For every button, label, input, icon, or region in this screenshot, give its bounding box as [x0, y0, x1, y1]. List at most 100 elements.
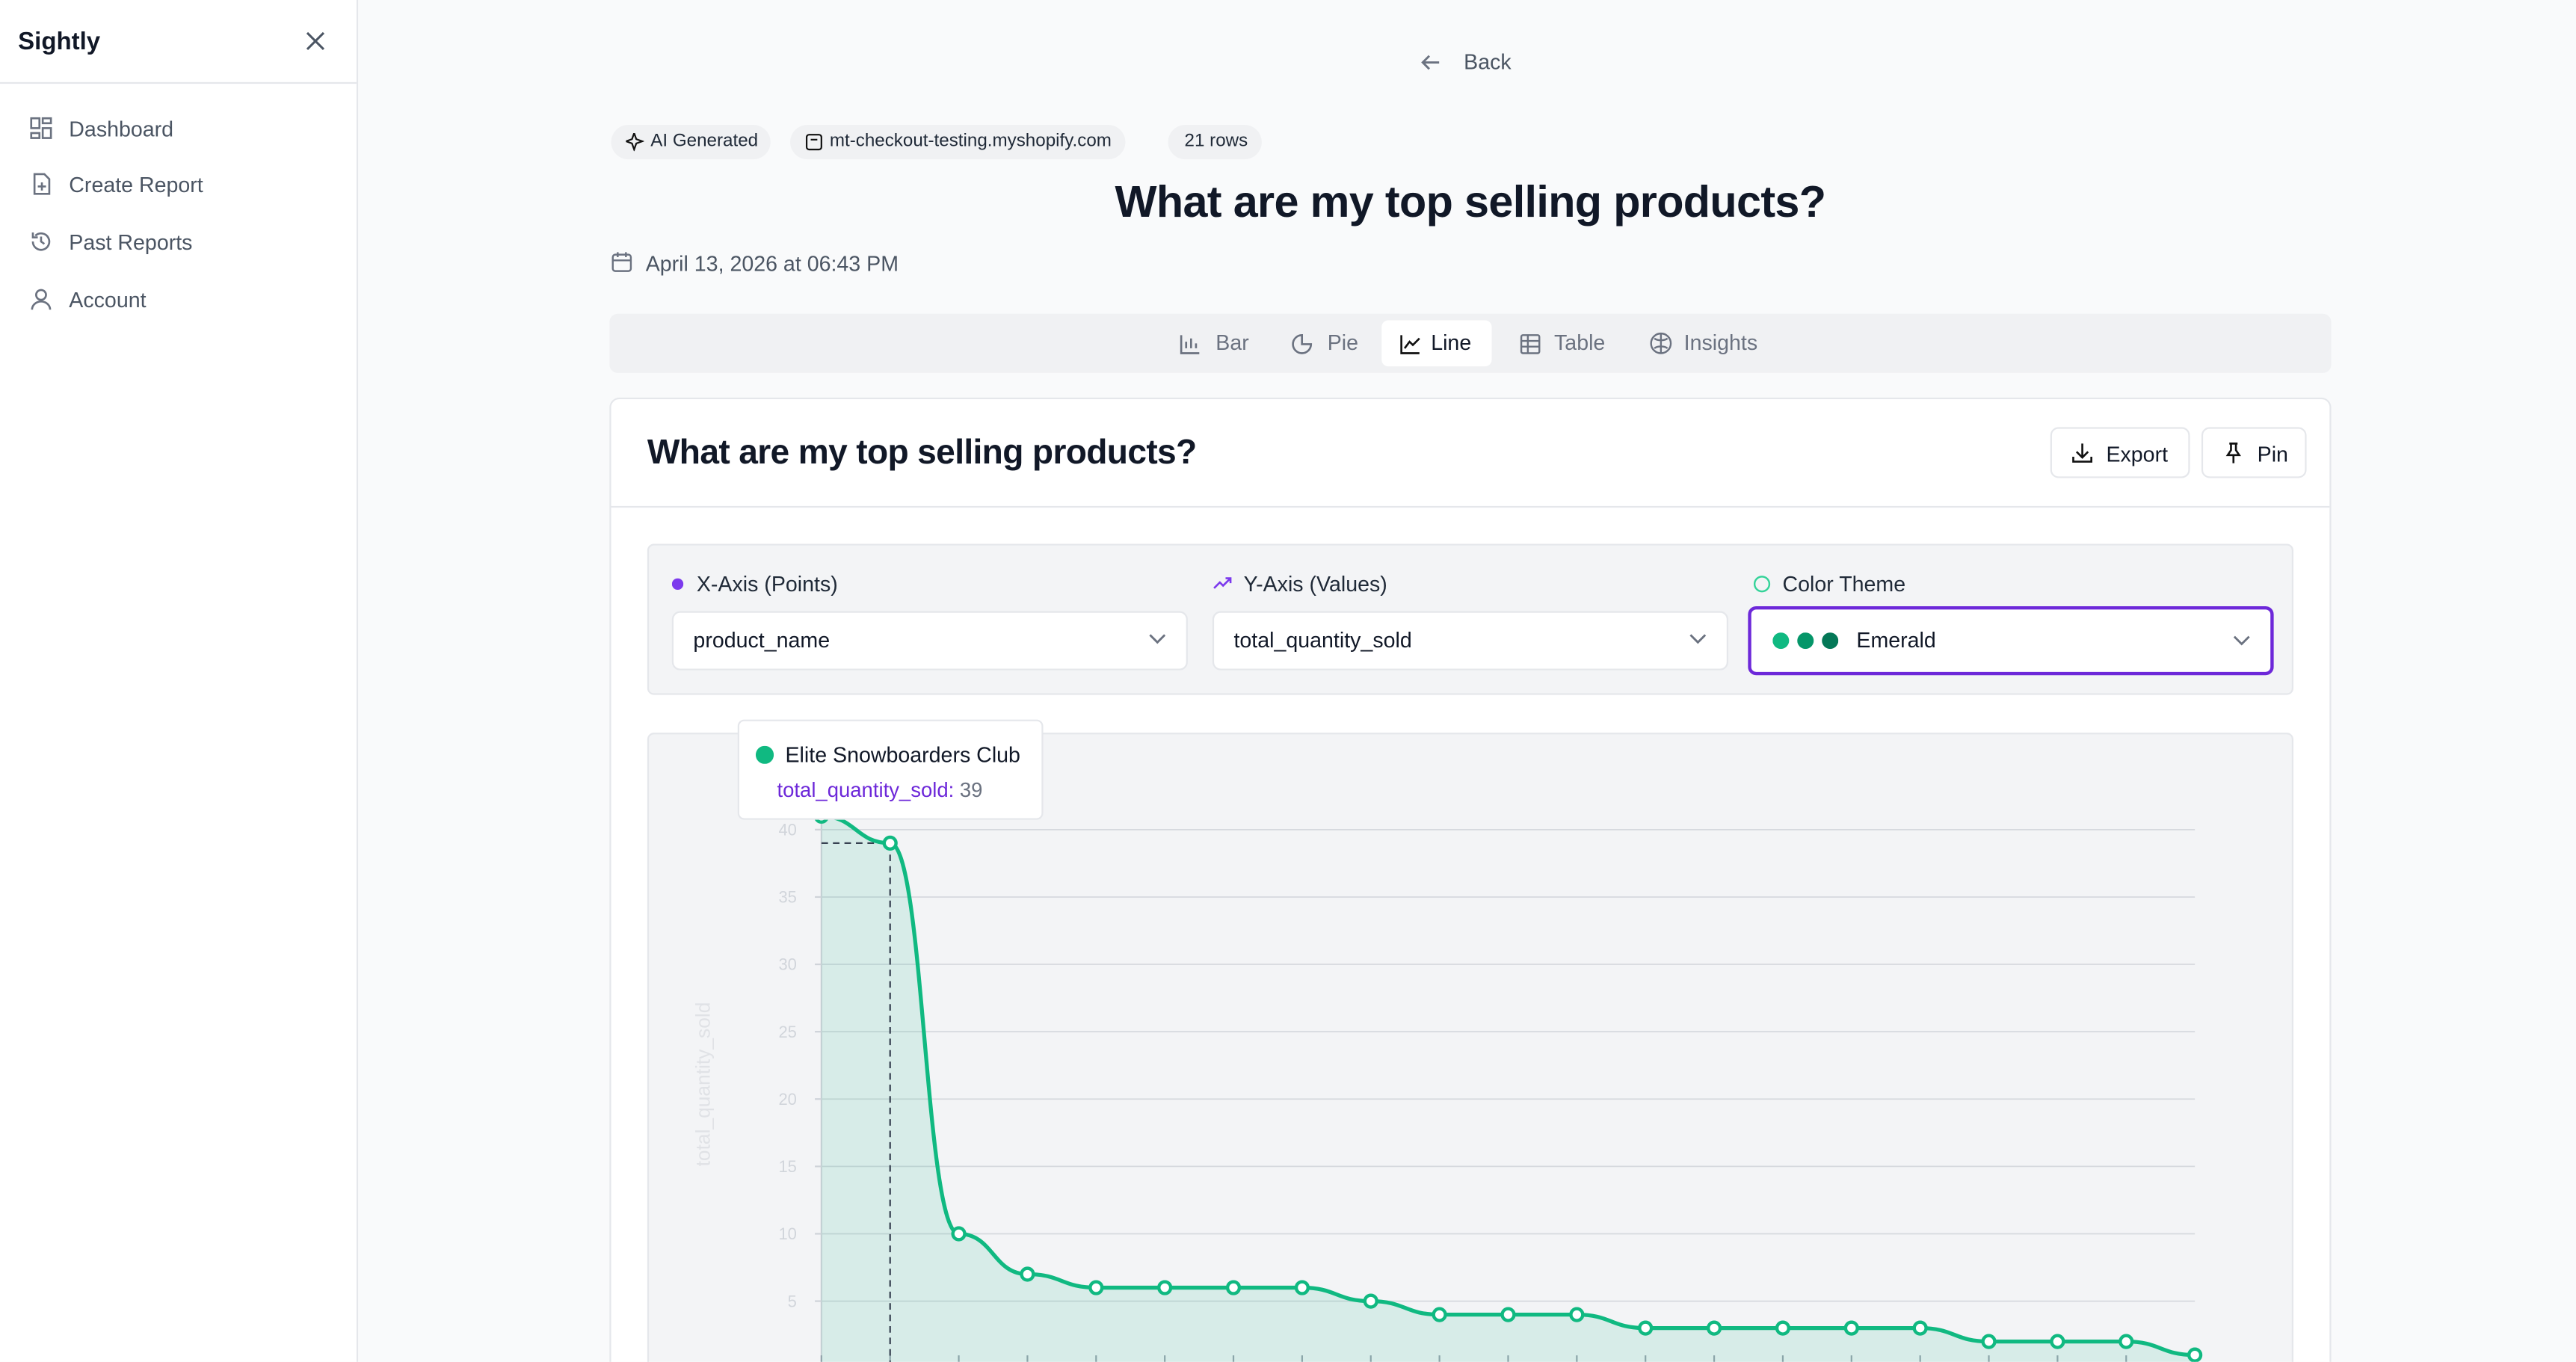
icon [1292, 334, 1313, 354]
y-tick-label: 40 [778, 821, 796, 839]
dot [755, 745, 774, 764]
tooltip-value: 39 [959, 778, 983, 802]
icon [30, 117, 52, 139]
nav-item[interactable]: Dashboard [69, 117, 174, 142]
icon [626, 133, 644, 152]
tab[interactable]: Pie [1278, 321, 1370, 367]
field-label: X-Axis (Points) [696, 571, 838, 597]
dot [671, 578, 684, 590]
y-tick-label: 30 [778, 955, 796, 974]
swatches [1772, 632, 1839, 650]
report-date: April 13, 2026 at 06:43 PM [645, 251, 899, 277]
export-button[interactable]: Export [2050, 427, 2190, 478]
point [2119, 1334, 2134, 1349]
icon [805, 134, 822, 151]
badge: AI Generated [611, 125, 771, 160]
y-tick-label: 10 [778, 1224, 796, 1243]
chart-panel [647, 733, 2293, 1362]
select-value: product_name [693, 627, 831, 653]
tooltip: Elite Snowboarders Club total_quantity_s… [737, 719, 1044, 820]
sidebar: Sightly Dashboard Create Report Past Rep… [0, 0, 359, 1362]
button-label: Export [2106, 442, 2169, 467]
point [2187, 1347, 2203, 1362]
select[interactable]: product_name [671, 611, 1188, 671]
tab-label: Insights [1683, 330, 1758, 355]
calendar-icon [611, 252, 632, 272]
field-label: Color Theme [1782, 571, 1906, 597]
back-icon [1421, 55, 1440, 70]
icon [31, 289, 52, 310]
select[interactable]: total_quantity_sold [1212, 611, 1728, 671]
icon [31, 232, 51, 251]
point [1157, 1280, 1173, 1295]
tab-label: Pie [1327, 330, 1359, 355]
pin-button[interactable]: Pin [2201, 427, 2307, 478]
y-axis-label: total_quantity_sold [691, 1002, 714, 1167]
point [1088, 1280, 1104, 1295]
tab-active[interactable]: Line [1381, 320, 1492, 367]
divider [0, 81, 357, 84]
icon [33, 173, 51, 195]
nav-item[interactable]: Create Report [69, 172, 203, 197]
point [1363, 1293, 1378, 1309]
icon [2072, 443, 2092, 463]
tooltip-key: total_quantity_sold [777, 779, 960, 802]
field-label: Y-Axis (Values) [1243, 571, 1387, 597]
badge-text: 21 rows [1184, 131, 1248, 152]
point [1706, 1320, 1722, 1336]
nav-item[interactable]: Account [69, 287, 147, 312]
select-focused[interactable]: Emerald [1748, 605, 2274, 676]
point [2050, 1334, 2065, 1349]
y-tick-label: 20 [778, 1090, 796, 1109]
nav-item[interactable]: Past Reports [69, 229, 193, 255]
page-title: What are my top selling products? [1115, 177, 1827, 227]
chevron [2233, 635, 2250, 646]
plot: total_quantity_sold 5 10 15 20 25 30 35 40 [691, 775, 2203, 1362]
tab[interactable]: Table [1506, 321, 1621, 367]
badge: mt-checkout-testing.myshopify.com [790, 125, 1125, 160]
badge-text: AI Generated [650, 131, 759, 152]
tab-label: Table [1554, 330, 1606, 355]
y-tick-label: 15 [778, 1157, 796, 1176]
point [1020, 1266, 1035, 1282]
icon [1400, 335, 1420, 354]
tab[interactable]: Bar [1166, 321, 1261, 367]
area [821, 816, 2196, 1362]
back-link[interactable]: Back [1464, 49, 1512, 74]
brand: Sightly [18, 28, 101, 56]
icon [1213, 577, 1232, 589]
select-value: Emerald [1856, 627, 1936, 653]
tooltip-title: Elite Snowboarders Club [785, 742, 1020, 768]
point [1912, 1320, 1928, 1336]
close-button[interactable] [306, 31, 325, 51]
chevron [1689, 634, 1707, 644]
point [1294, 1280, 1310, 1295]
point [1569, 1307, 1585, 1322]
icon [1650, 332, 1672, 354]
point [1638, 1320, 1654, 1336]
badge-text: mt-checkout-testing.myshopify.com [829, 131, 1112, 152]
point [1500, 1307, 1516, 1322]
point [1843, 1320, 1859, 1336]
y-tick-label: 25 [778, 1023, 796, 1041]
icon [1180, 335, 1200, 354]
point [1432, 1307, 1447, 1322]
icon [1753, 576, 1771, 593]
tab-label: Line [1431, 330, 1472, 355]
point [1225, 1280, 1242, 1295]
select-value: total_quantity_sold [1233, 627, 1412, 653]
icon [2225, 443, 2241, 463]
chevron [1149, 634, 1166, 644]
card-title: What are my top selling products? [647, 434, 1197, 472]
line [821, 814, 2196, 1358]
point [882, 835, 898, 851]
point [951, 1226, 967, 1242]
icon [1520, 334, 1541, 354]
button-label: Pin [2257, 442, 2288, 467]
tab[interactable]: Insights [1636, 321, 1775, 367]
divider [611, 505, 2330, 508]
badge: 21 rows [1168, 125, 1261, 160]
